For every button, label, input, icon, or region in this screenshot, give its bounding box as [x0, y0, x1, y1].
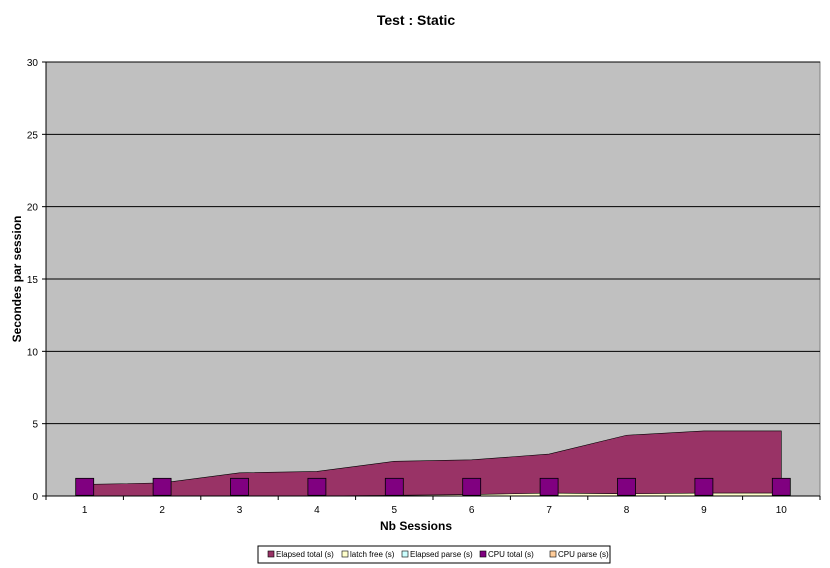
x-tick-label: 7: [546, 505, 552, 516]
legend-label: Elapsed total (s): [276, 550, 334, 559]
cpu-total-marker: [694, 477, 714, 496]
y-tick-label: 15: [27, 275, 39, 286]
x-tick-label: 10: [776, 505, 788, 516]
y-tick-label: 5: [32, 420, 38, 431]
x-tick-labels: 1 2 3 4 5 6 7 8 9 10: [82, 505, 787, 516]
legend-label: latch free (s): [350, 550, 395, 559]
x-tick-label: 1: [82, 505, 88, 516]
legend-box: [257, 545, 611, 564]
chart-title: Test : Static: [377, 12, 456, 28]
legend-item: CPU total (s): [479, 550, 534, 559]
y-tick-label: 20: [27, 203, 39, 214]
legend-label: Elapsed parse (s): [410, 550, 473, 559]
legend-swatch: [267, 550, 275, 558]
legend: Elapsed total (s) latch free (s) Elapsed p…: [257, 545, 611, 564]
y-tick-labels: 0 5 10 15 20 25 30: [27, 58, 39, 503]
cpu-total-marker: [462, 477, 482, 496]
legend-item: CPU parse (s): [549, 550, 609, 559]
legend-swatch: [341, 550, 349, 558]
cpu-total-marker: [307, 477, 327, 496]
cpu-total-marker: [771, 477, 791, 496]
legend-item: latch free (s): [341, 550, 395, 559]
cpu-total-marker: [75, 477, 95, 496]
x-tick-label: 5: [392, 505, 398, 516]
cpu-total-marker: [539, 477, 559, 496]
x-tick-label: 2: [159, 505, 165, 516]
x-tick-label: 9: [701, 505, 707, 516]
cpu-total-marker: [384, 477, 404, 496]
cpu-total-marker: [152, 477, 172, 496]
legend-swatch: [549, 550, 557, 558]
y-tick-label: 25: [27, 130, 39, 141]
x-axis-label: Nb Sessions: [380, 519, 452, 533]
y-tick-label: 10: [27, 347, 39, 358]
x-tick-label: 6: [469, 505, 475, 516]
x-tick-label: 4: [314, 505, 320, 516]
legend-item: Elapsed total (s): [267, 550, 334, 559]
marker-series: [75, 477, 791, 496]
cpu-total-marker: [617, 477, 636, 496]
axes: [42, 61, 821, 500]
x-tick-label: 8: [624, 505, 630, 516]
cpu-total-marker: [230, 477, 249, 496]
legend-item: Elapsed parse (s): [401, 550, 473, 559]
legend-label: CPU total (s): [488, 550, 534, 559]
legend-swatch: [401, 550, 409, 558]
y-tick-label: 0: [32, 492, 38, 503]
y-axis-label: Secondes par session: [10, 216, 24, 343]
x-tick-label: 3: [237, 505, 243, 516]
gridlines: [46, 61, 820, 425]
y-tick-label: 30: [27, 58, 39, 69]
legend-label: CPU parse (s): [558, 550, 609, 559]
legend-swatch: [479, 550, 487, 558]
